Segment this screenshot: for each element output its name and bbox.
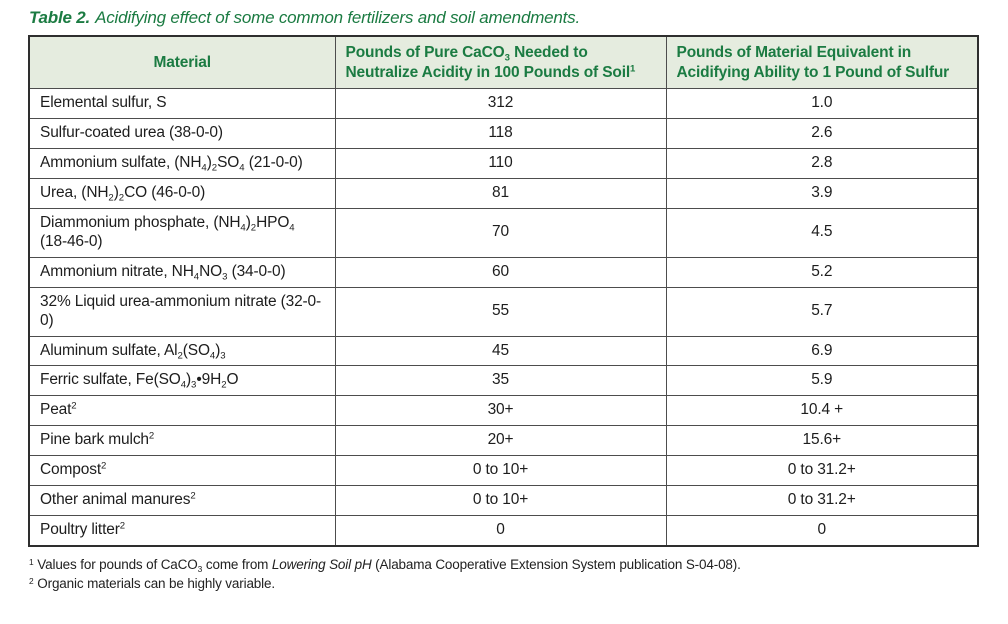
table-title-text: Acidifying effect of some common fertili… xyxy=(95,8,581,27)
table-title-label: Table 2. xyxy=(29,8,91,27)
caco3-cell: 0 to 10+ xyxy=(334,485,667,516)
sulfur-equiv-cell: 0 to 31.2+ xyxy=(665,455,979,487)
table-body: Elemental sulfur, S 312 1.0 Sulfur-coated u… xyxy=(28,88,979,547)
table-row: Aluminum sulfate, Al2(SO4)3 45 6.9 xyxy=(28,335,979,367)
table-row: Sulfur-coated urea (38-0-0) 118 2.6 xyxy=(28,118,979,150)
header-sulfur-equivalent: Pounds of Material Equivalent in Acidify… xyxy=(665,35,979,90)
sulfur-equiv-cell: 1.0 xyxy=(665,88,979,120)
caco3-cell: 30+ xyxy=(334,395,667,427)
material-cell: Ammonium sulfate, (NH4)2SO4 (21-0-0) xyxy=(28,148,336,180)
caco3-cell: 0 to 10+ xyxy=(334,455,667,487)
material-cell: Peat2 xyxy=(28,395,336,427)
table-row: Ammonium sulfate, (NH4)2SO4 (21-0-0) 110 2… xyxy=(28,148,979,180)
sulfur-equiv-cell: 10.4 + xyxy=(665,395,979,427)
sulfur-equiv-cell: 3.9 xyxy=(665,178,979,209)
material-cell: Poultry litter2 xyxy=(28,514,336,547)
sulfur-equiv-cell: 4.5 xyxy=(665,207,979,258)
footnote-line: 1 Values for pounds of CaCO3 come from L… xyxy=(29,556,741,574)
fertilizer-acidity-table: Material Pounds of Pure CaCO3 Needed to … xyxy=(28,35,979,547)
footnote-line: 2 Organic materials can be highly variab… xyxy=(29,575,275,591)
caco3-cell: 20+ xyxy=(334,425,667,457)
caco3-cell: 81 xyxy=(334,178,667,209)
sulfur-equiv-cell: 6.9 xyxy=(665,335,979,367)
material-cell: 32% Liquid urea-ammonium nitrate (32-0-0… xyxy=(28,286,336,337)
sulfur-equiv-cell: 15.6+ xyxy=(665,425,979,457)
sulfur-equiv-cell: 5.2 xyxy=(665,256,979,288)
material-cell: Elemental sulfur, S xyxy=(28,88,336,120)
table-row: 32% Liquid urea-ammonium nitrate (32-0-0… xyxy=(28,286,979,337)
sulfur-equiv-cell: 2.8 xyxy=(665,148,979,180)
material-cell: Sulfur-coated urea (38-0-0) xyxy=(28,118,336,150)
table-row: Ferric sulfate, Fe(SO4)3•9H2O 35 5.9 xyxy=(28,365,979,397)
sulfur-equiv-cell: 5.7 xyxy=(665,286,979,337)
material-cell: Compost2 xyxy=(28,455,336,487)
header-caco3-needed: Pounds of Pure CaCO3 Needed to Neutraliz… xyxy=(334,35,667,90)
table-title: Table 2. Acidifying effect of some common… xyxy=(29,8,980,28)
sulfur-equiv-cell: 2.6 xyxy=(665,118,979,150)
material-cell: Other animal manures2 xyxy=(28,485,336,516)
sulfur-equiv-cell: 5.9 xyxy=(665,365,979,397)
material-cell: Ferric sulfate, Fe(SO4)3•9H2O xyxy=(28,365,336,397)
table-row: Compost2 0 to 10+ 0 to 31.2+ xyxy=(28,455,979,487)
table-row: Diammonium phosphate, (NH4)2HPO4 (18-46-… xyxy=(28,207,979,258)
table-row: Pine bark mulch2 20+ 15.6+ xyxy=(28,425,979,457)
table-row: Poultry litter2 0 0 xyxy=(28,514,979,547)
sulfur-equiv-cell: 0 to 31.2+ xyxy=(665,485,979,516)
sulfur-equiv-cell: 0 xyxy=(665,514,979,547)
caco3-cell: 60 xyxy=(334,256,667,288)
footnotes: 1 Values for pounds of CaCO3 come from L… xyxy=(29,556,980,594)
page: Table 2. Acidifying effect of some common… xyxy=(28,8,980,594)
table-row: Peat2 30+ 10.4 + xyxy=(28,395,979,427)
material-cell: Ammonium nitrate, NH4NO3 (34-0-0) xyxy=(28,256,336,288)
caco3-cell: 0 xyxy=(334,514,667,547)
material-cell: Pine bark mulch2 xyxy=(28,425,336,457)
table-row: Elemental sulfur, S 312 1.0 xyxy=(28,88,979,120)
header-row: Material Pounds of Pure CaCO3 Needed to … xyxy=(28,35,979,90)
caco3-cell: 45 xyxy=(334,335,667,367)
caco3-cell: 118 xyxy=(334,118,667,150)
caco3-cell: 55 xyxy=(334,286,667,337)
caco3-cell: 312 xyxy=(334,88,667,120)
material-cell: Diammonium phosphate, (NH4)2HPO4 (18-46-… xyxy=(28,207,336,258)
caco3-cell: 110 xyxy=(334,148,667,180)
caco3-cell: 35 xyxy=(334,365,667,397)
table-row: Other animal manures2 0 to 10+ 0 to 31.2+ xyxy=(28,485,979,516)
material-cell: Urea, (NH2)2CO (46-0-0) xyxy=(28,178,336,209)
table-row: Urea, (NH2)2CO (46-0-0) 81 3.9 xyxy=(28,178,979,209)
header-material: Material xyxy=(28,35,336,90)
table-row: Ammonium nitrate, NH4NO3 (34-0-0) 60 5.2 xyxy=(28,256,979,288)
material-cell: Aluminum sulfate, Al2(SO4)3 xyxy=(28,335,336,367)
caco3-cell: 70 xyxy=(334,207,667,258)
